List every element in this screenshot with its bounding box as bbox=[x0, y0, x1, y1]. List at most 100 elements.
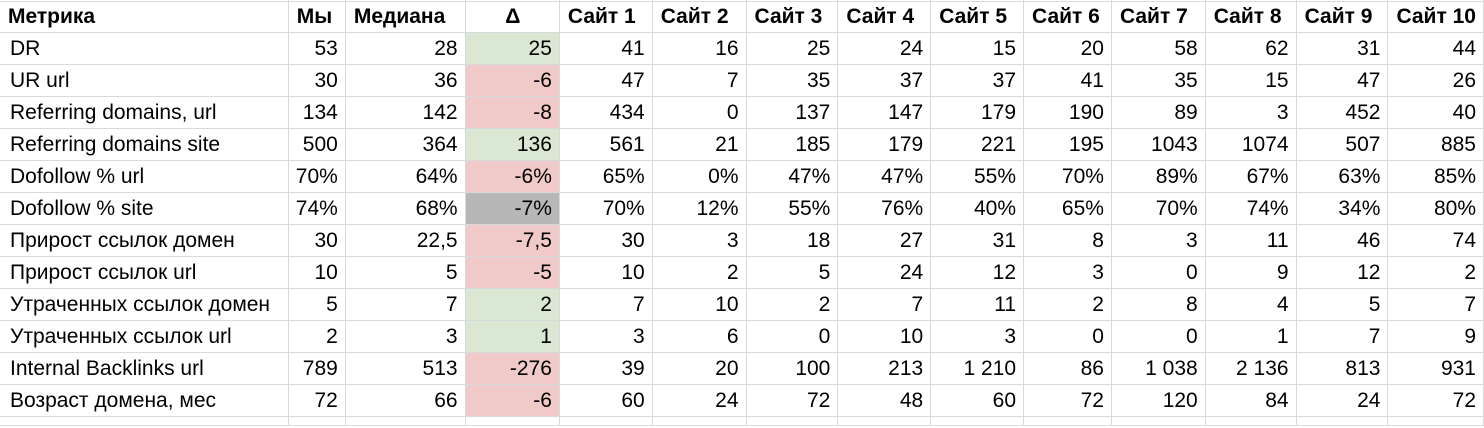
we-value-cell[interactable]: 134 bbox=[287, 96, 346, 129]
site-value-cell[interactable]: 9 bbox=[1204, 256, 1297, 289]
delta-value-cell[interactable]: -276 bbox=[464, 352, 560, 385]
site-value-cell[interactable]: 434 bbox=[558, 96, 653, 129]
site-value-cell[interactable]: 7 bbox=[837, 288, 932, 321]
site-value-cell[interactable]: 74 bbox=[1387, 224, 1484, 257]
column-header[interactable]: Медиана bbox=[344, 1, 466, 33]
we-value-cell[interactable]: 53 bbox=[287, 32, 346, 65]
site-value-cell[interactable]: 60 bbox=[930, 384, 1025, 417]
site-value-cell[interactable]: 179 bbox=[837, 128, 932, 161]
empty-cell[interactable] bbox=[651, 416, 747, 426]
empty-cell[interactable] bbox=[1295, 416, 1389, 426]
site-value-cell[interactable]: 185 bbox=[745, 128, 839, 161]
site-value-cell[interactable]: 3 bbox=[1110, 224, 1206, 257]
site-value-cell[interactable]: 41 bbox=[1023, 64, 1112, 97]
metric-name-cell[interactable]: Утраченных ссылок url bbox=[0, 320, 289, 353]
site-value-cell[interactable]: 62 bbox=[1204, 32, 1297, 65]
site-value-cell[interactable]: 11 bbox=[1204, 224, 1297, 257]
metric-name-cell[interactable]: Dofollow % url bbox=[0, 160, 289, 193]
site-value-cell[interactable]: 48 bbox=[837, 384, 932, 417]
we-value-cell[interactable]: 72 bbox=[287, 384, 346, 417]
site-value-cell[interactable]: 221 bbox=[930, 128, 1025, 161]
site-value-cell[interactable]: 26 bbox=[1387, 64, 1484, 97]
site-value-cell[interactable]: 72 bbox=[1387, 384, 1484, 417]
site-value-cell[interactable]: 2 bbox=[1023, 288, 1112, 321]
delta-value-cell[interactable]: 136 bbox=[464, 128, 560, 161]
column-header[interactable]: Метрика bbox=[0, 1, 289, 33]
metric-name-cell[interactable]: Internal Backlinks url bbox=[0, 352, 289, 385]
median-value-cell[interactable]: 3 bbox=[344, 320, 466, 353]
median-value-cell[interactable]: 142 bbox=[344, 96, 466, 129]
site-value-cell[interactable]: 41 bbox=[558, 32, 653, 65]
site-value-cell[interactable]: 885 bbox=[1387, 128, 1484, 161]
site-value-cell[interactable]: 37 bbox=[930, 64, 1025, 97]
empty-cell[interactable] bbox=[1110, 416, 1206, 426]
site-value-cell[interactable]: 2 bbox=[651, 256, 747, 289]
site-value-cell[interactable]: 0 bbox=[651, 96, 747, 129]
site-value-cell[interactable]: 0% bbox=[651, 160, 747, 193]
column-header[interactable]: Сайт 10 bbox=[1387, 1, 1484, 33]
site-value-cell[interactable]: 561 bbox=[558, 128, 653, 161]
delta-value-cell[interactable]: -7% bbox=[464, 192, 560, 225]
site-value-cell[interactable]: 35 bbox=[745, 64, 839, 97]
we-value-cell[interactable]: 70% bbox=[287, 160, 346, 193]
metric-name-cell[interactable]: Возраст домена, мес bbox=[0, 384, 289, 417]
median-value-cell[interactable]: 5 bbox=[344, 256, 466, 289]
site-value-cell[interactable]: 58 bbox=[1110, 32, 1206, 65]
empty-cell[interactable] bbox=[745, 416, 839, 426]
site-value-cell[interactable]: 37 bbox=[837, 64, 932, 97]
median-value-cell[interactable]: 36 bbox=[344, 64, 466, 97]
metric-name-cell[interactable]: Referring domains, url bbox=[0, 96, 289, 129]
site-value-cell[interactable]: 34% bbox=[1295, 192, 1389, 225]
site-value-cell[interactable]: 72 bbox=[745, 384, 839, 417]
site-value-cell[interactable]: 40% bbox=[930, 192, 1025, 225]
metric-name-cell[interactable]: Dofollow % site bbox=[0, 192, 289, 225]
site-value-cell[interactable]: 7 bbox=[651, 64, 747, 97]
site-value-cell[interactable]: 2 bbox=[1387, 256, 1484, 289]
site-value-cell[interactable]: 3 bbox=[558, 320, 653, 353]
site-value-cell[interactable]: 10 bbox=[558, 256, 653, 289]
we-value-cell[interactable]: 5 bbox=[287, 288, 346, 321]
site-value-cell[interactable]: 44 bbox=[1387, 32, 1484, 65]
site-value-cell[interactable]: 89 bbox=[1110, 96, 1206, 129]
metric-name-cell[interactable]: Прирост ссылок url bbox=[0, 256, 289, 289]
median-value-cell[interactable]: 513 bbox=[344, 352, 466, 385]
site-value-cell[interactable]: 70% bbox=[1110, 192, 1206, 225]
empty-cell[interactable] bbox=[837, 416, 932, 426]
site-value-cell[interactable]: 21 bbox=[651, 128, 747, 161]
site-value-cell[interactable]: 47 bbox=[1295, 64, 1389, 97]
median-value-cell[interactable]: 66 bbox=[344, 384, 466, 417]
site-value-cell[interactable]: 179 bbox=[930, 96, 1025, 129]
empty-cell[interactable] bbox=[930, 416, 1025, 426]
site-value-cell[interactable]: 72 bbox=[1023, 384, 1112, 417]
site-value-cell[interactable]: 12 bbox=[930, 256, 1025, 289]
site-value-cell[interactable]: 60 bbox=[558, 384, 653, 417]
site-value-cell[interactable]: 30 bbox=[558, 224, 653, 257]
site-value-cell[interactable]: 7 bbox=[558, 288, 653, 321]
site-value-cell[interactable]: 1 038 bbox=[1110, 352, 1206, 385]
site-value-cell[interactable]: 55% bbox=[745, 192, 839, 225]
median-value-cell[interactable]: 364 bbox=[344, 128, 466, 161]
column-header[interactable]: Сайт 4 bbox=[837, 1, 932, 33]
site-value-cell[interactable]: 8 bbox=[1110, 288, 1206, 321]
site-value-cell[interactable]: 20 bbox=[651, 352, 747, 385]
site-value-cell[interactable]: 195 bbox=[1023, 128, 1112, 161]
site-value-cell[interactable]: 20 bbox=[1023, 32, 1112, 65]
site-value-cell[interactable]: 74% bbox=[1204, 192, 1297, 225]
site-value-cell[interactable]: 89% bbox=[1110, 160, 1206, 193]
site-value-cell[interactable]: 24 bbox=[1295, 384, 1389, 417]
delta-value-cell[interactable]: -6 bbox=[464, 384, 560, 417]
column-header[interactable]: Мы bbox=[287, 1, 346, 33]
site-value-cell[interactable]: 1043 bbox=[1110, 128, 1206, 161]
site-value-cell[interactable]: 5 bbox=[745, 256, 839, 289]
site-value-cell[interactable]: 15 bbox=[930, 32, 1025, 65]
column-header[interactable]: Сайт 3 bbox=[745, 1, 839, 33]
site-value-cell[interactable]: 80% bbox=[1387, 192, 1484, 225]
site-value-cell[interactable]: 1 210 bbox=[930, 352, 1025, 385]
column-header[interactable]: Сайт 1 bbox=[558, 1, 653, 33]
site-value-cell[interactable]: 11 bbox=[930, 288, 1025, 321]
column-header[interactable]: Сайт 7 bbox=[1110, 1, 1206, 33]
column-header[interactable]: Сайт 2 bbox=[651, 1, 747, 33]
we-value-cell[interactable]: 74% bbox=[287, 192, 346, 225]
site-value-cell[interactable]: 47% bbox=[837, 160, 932, 193]
site-value-cell[interactable]: 18 bbox=[745, 224, 839, 257]
